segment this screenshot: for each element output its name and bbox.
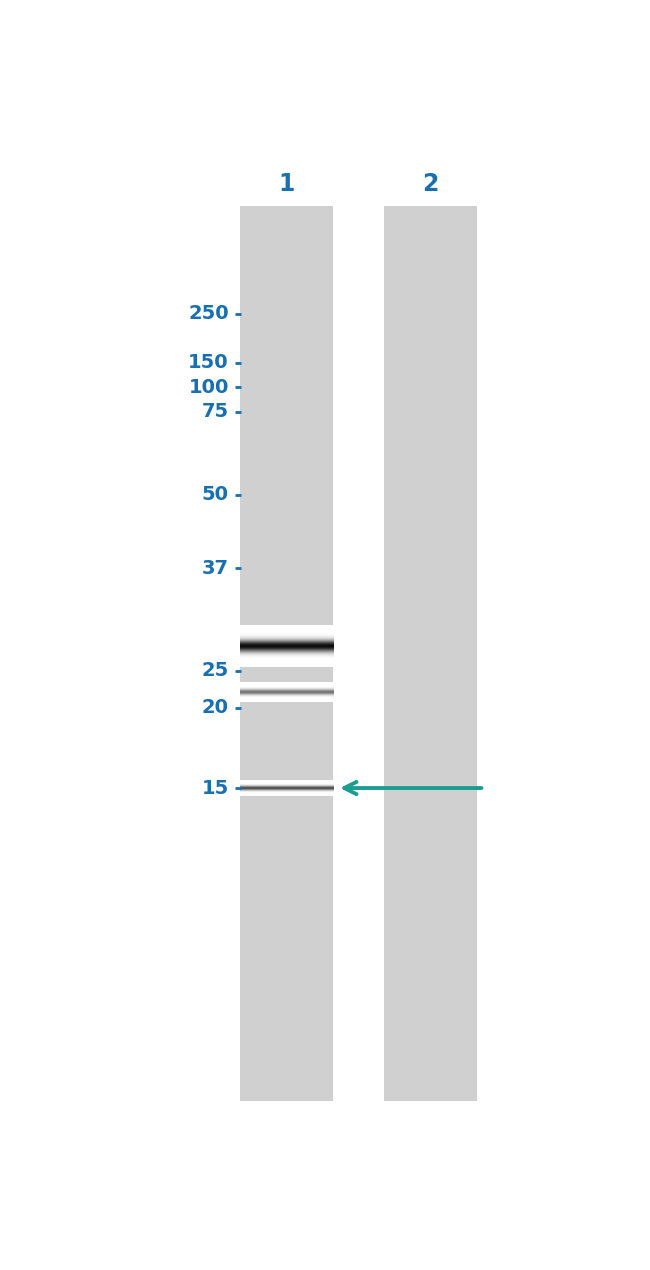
- Text: 37: 37: [202, 559, 229, 578]
- Text: 75: 75: [202, 403, 229, 422]
- Text: 25: 25: [202, 662, 229, 681]
- Text: 50: 50: [202, 485, 229, 504]
- Bar: [240, 206, 333, 1101]
- Text: 250: 250: [188, 305, 229, 324]
- Text: 15: 15: [202, 779, 229, 798]
- Text: 100: 100: [188, 377, 229, 396]
- Text: 20: 20: [202, 698, 229, 718]
- Text: 150: 150: [188, 353, 229, 372]
- Bar: [384, 206, 476, 1101]
- Text: 2: 2: [422, 171, 438, 196]
- Text: 1: 1: [278, 171, 294, 196]
